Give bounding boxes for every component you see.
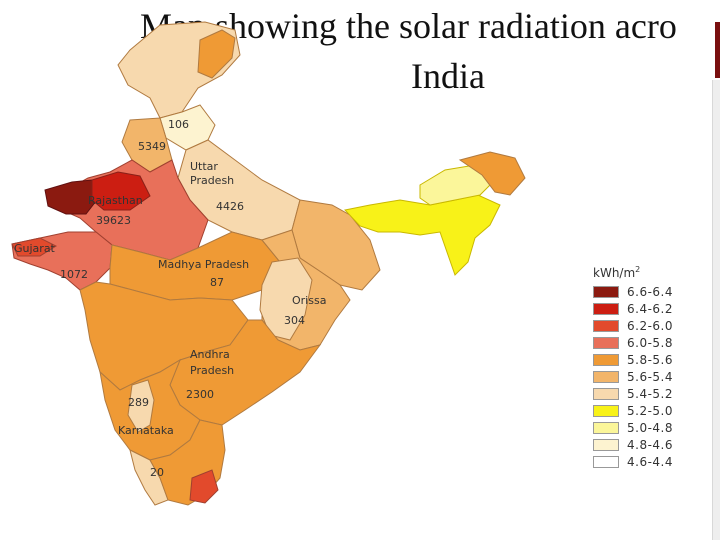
region-orissa-light [259, 257, 313, 341]
legend-swatch [593, 319, 619, 332]
legend-swatch [593, 387, 619, 400]
region-northeast-yellow [344, 194, 501, 276]
legend-items: 6.6-6.4 6.4-6.2 6.2-6.0 6.0-5.8 5.8-5.6 5.6-5… [593, 283, 711, 470]
label-1072: 1072 [60, 268, 88, 281]
legend-swatch [593, 404, 619, 417]
label-2300: 2300 [186, 388, 214, 401]
legend-swatch [593, 421, 619, 434]
map-legend: kWh/m2 6.6-6.4 6.4-6.2 6.2-6.0 6.0-5.8 5.8-5… [593, 262, 711, 470]
label-madhya-pradesh: Madhya Pradesh [158, 258, 249, 271]
legend-label: 5.8-5.6 [627, 352, 673, 367]
label-rajasthan: Rajasthan [88, 194, 143, 207]
legend-unit: kWh/m2 [593, 265, 641, 280]
legend-item: 5.8-5.6 [593, 351, 711, 368]
legend-label: 5.2-5.0 [627, 403, 673, 418]
region-karnataka-light [127, 379, 155, 433]
legend-swatch [593, 353, 619, 366]
legend-swatch [593, 302, 619, 315]
region-northeast-top [458, 151, 526, 196]
region-himachal [159, 104, 216, 151]
region-tamil-nadu-south [189, 469, 219, 504]
title-line-2: India [411, 56, 485, 94]
legend-label: 4.6-4.4 [627, 454, 673, 469]
legend-swatch [593, 285, 619, 298]
label-5349: 5349 [138, 140, 166, 153]
label-uttar-pradesh: Pradesh [190, 174, 234, 187]
label-20: 20 [150, 466, 164, 479]
label-andhra: Andhra [190, 348, 230, 361]
label-uttar: Uttar [190, 160, 218, 173]
legend-swatch [593, 455, 619, 468]
region-rajasthan-mid [91, 171, 151, 211]
label-4426: 4426 [216, 200, 244, 213]
label-andhra-pradesh: Pradesh [190, 364, 234, 377]
legend-swatch [593, 438, 619, 451]
legend-item: 6.6-6.4 [593, 283, 711, 300]
legend-item: 5.4-5.2 [593, 385, 711, 402]
legend-item: 6.0-5.8 [593, 334, 711, 351]
region-rajasthan-west [44, 179, 101, 215]
region-gujarat-kutch [11, 237, 58, 257]
label-gujarat: Gujarat [14, 242, 56, 255]
legend-label: 5.6-5.4 [627, 369, 673, 384]
legend-label: 6.0-5.8 [627, 335, 673, 350]
legend-label: 6.6-6.4 [627, 284, 673, 299]
legend-label: 5.0-4.8 [627, 420, 673, 435]
legend-label: 5.4-5.2 [627, 386, 673, 401]
legend-label: 6.4-6.2 [627, 301, 673, 316]
label-106: 106 [168, 118, 189, 131]
legend-item: 5.2-5.0 [593, 402, 711, 419]
label-289: 289 [128, 396, 149, 409]
region-ladakh-high [197, 29, 236, 79]
legend-item: 5.0-4.8 [593, 419, 711, 436]
legend-item: 4.8-4.6 [593, 436, 711, 453]
label-karnataka: Karnataka [118, 424, 174, 437]
slide-right-border [712, 80, 720, 540]
legend-item: 4.6-4.4 [593, 453, 711, 470]
label-87: 87 [210, 276, 224, 289]
title-accent-bar [715, 22, 720, 78]
legend-item: 5.6-5.4 [593, 368, 711, 385]
label-orissa: Orissa [292, 294, 326, 307]
legend-label: 4.8-4.6 [627, 437, 673, 452]
label-39623: 39623 [96, 214, 131, 227]
legend-label: 6.2-6.0 [627, 318, 673, 333]
legend-swatch [593, 370, 619, 383]
label-304: 304 [284, 314, 305, 327]
legend-item: 6.2-6.0 [593, 317, 711, 334]
legend-swatch [593, 336, 619, 349]
legend-item: 6.4-6.2 [593, 300, 711, 317]
region-northeast-light [419, 164, 501, 206]
